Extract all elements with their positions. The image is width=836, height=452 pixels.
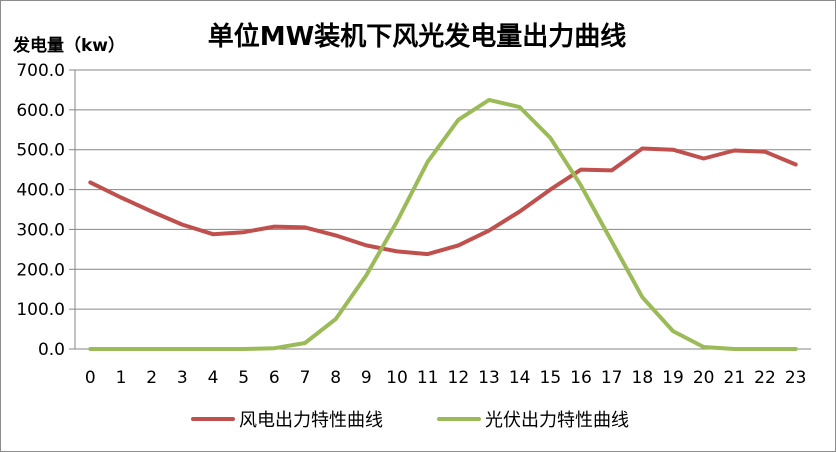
x-tick-label-11: 11 [417, 368, 439, 388]
series-lines [88, 97, 798, 351]
data-point-1-22 [763, 347, 767, 351]
chart-title: 单位MW装机下风光发电量出力曲线 [208, 21, 627, 52]
data-point-1-12 [456, 118, 460, 122]
data-point-0-16 [579, 168, 583, 172]
series-line-1 [88, 97, 798, 351]
x-tick-label-5: 5 [238, 368, 249, 388]
x-tick-label-18: 18 [632, 368, 654, 388]
data-point-0-20 [702, 156, 706, 160]
data-point-1-15 [548, 136, 552, 140]
x-tick-label-16: 16 [570, 368, 592, 388]
data-point-0-0 [88, 180, 92, 184]
legend-label-1: 光伏出力特性曲线 [485, 410, 629, 431]
data-point-1-11 [426, 160, 430, 164]
x-tick-label-8: 8 [330, 368, 341, 388]
x-tick-label-12: 12 [448, 368, 470, 388]
data-point-1-21 [732, 347, 736, 351]
data-point-0-2 [150, 209, 154, 213]
data-point-0-19 [671, 148, 675, 152]
x-tick-labels: 0 1 2 3 4 5 6 7 8 9 10 11 12 13 14 15 16 17 18 19 20 21 22 23 [85, 368, 807, 388]
data-point-0-1 [119, 196, 123, 200]
data-point-0-4 [211, 232, 215, 236]
y-tick-label-0: 0.0 [38, 340, 65, 360]
data-point-0-6 [272, 225, 276, 229]
data-point-1-8 [334, 317, 338, 321]
data-point-0-13 [487, 229, 491, 233]
y-tick-label-6: 600.0 [16, 101, 65, 121]
data-point-1-2 [150, 347, 154, 351]
data-point-1-20 [702, 345, 706, 349]
data-point-1-9 [364, 273, 368, 277]
x-tick-label-0: 0 [85, 368, 96, 388]
data-point-0-18 [640, 147, 644, 151]
data-point-0-15 [548, 188, 552, 192]
data-point-0-9 [364, 243, 368, 247]
data-point-1-5 [242, 347, 246, 351]
y-tick-label-3: 300.0 [16, 220, 65, 240]
data-point-1-18 [640, 295, 644, 299]
x-tick-label-17: 17 [601, 368, 623, 388]
data-point-1-10 [395, 219, 399, 223]
legend: 风电出力特性曲线 光伏出力特性曲线 [191, 410, 629, 431]
x-tick-label-4: 4 [208, 368, 219, 388]
data-point-1-4 [211, 347, 215, 351]
data-point-1-3 [180, 347, 184, 351]
y-tick-labels: 0.0 100.0 200.0 300.0 400.0 500.0 600.0 700.0 [16, 61, 65, 360]
axes [74, 70, 811, 350]
y-tick-label-4: 400.0 [16, 181, 65, 201]
data-point-1-17 [610, 239, 614, 243]
x-tick-label-10: 10 [386, 368, 408, 388]
x-tick-label-13: 13 [478, 368, 500, 388]
y-tick-label-5: 500.0 [16, 141, 65, 161]
data-point-1-7 [303, 341, 307, 345]
y-axis-label: 发电量（kw） [12, 35, 125, 56]
x-tick-label-1: 1 [116, 368, 127, 388]
x-tick-label-14: 14 [509, 368, 531, 388]
x-tick-label-15: 15 [540, 368, 562, 388]
data-point-1-16 [579, 184, 583, 188]
x-tick-label-6: 6 [269, 368, 280, 388]
gridlines [69, 69, 811, 350]
x-tick-label-22: 22 [754, 368, 776, 388]
data-point-0-17 [610, 168, 614, 172]
data-point-0-11 [426, 252, 430, 256]
x-tick-label-9: 9 [361, 368, 372, 388]
series-points-0 [88, 147, 798, 256]
series-points-1 [88, 98, 798, 351]
y-tick-label-1: 100.0 [16, 300, 65, 320]
x-tick-label-21: 21 [724, 368, 746, 388]
x-tick-label-3: 3 [177, 368, 188, 388]
data-point-1-23 [794, 347, 798, 351]
data-point-0-12 [456, 243, 460, 247]
data-point-1-0 [88, 347, 92, 351]
y-tick-label-7: 700.0 [16, 61, 65, 81]
data-point-0-21 [732, 149, 736, 153]
data-point-1-1 [119, 347, 123, 351]
x-tick-label-2: 2 [146, 368, 157, 388]
data-point-0-8 [334, 233, 338, 237]
data-point-1-14 [518, 105, 522, 109]
x-tick-label-7: 7 [300, 368, 311, 388]
data-point-0-7 [303, 225, 307, 229]
data-point-1-13 [487, 98, 491, 102]
series-line-0 [88, 146, 798, 257]
y-tick-label-2: 200.0 [16, 260, 65, 280]
x-tick-label-19: 19 [662, 368, 684, 388]
data-point-0-22 [763, 150, 767, 154]
legend-label-0: 风电出力特性曲线 [239, 410, 383, 431]
data-point-0-3 [180, 223, 184, 227]
x-tick-label-20: 20 [693, 368, 715, 388]
data-point-0-10 [395, 249, 399, 253]
data-point-0-14 [518, 209, 522, 213]
x-tick-label-23: 23 [785, 368, 807, 388]
data-point-1-19 [671, 329, 675, 333]
data-point-0-23 [794, 162, 798, 166]
data-point-1-6 [272, 346, 276, 350]
data-point-0-5 [242, 230, 246, 234]
